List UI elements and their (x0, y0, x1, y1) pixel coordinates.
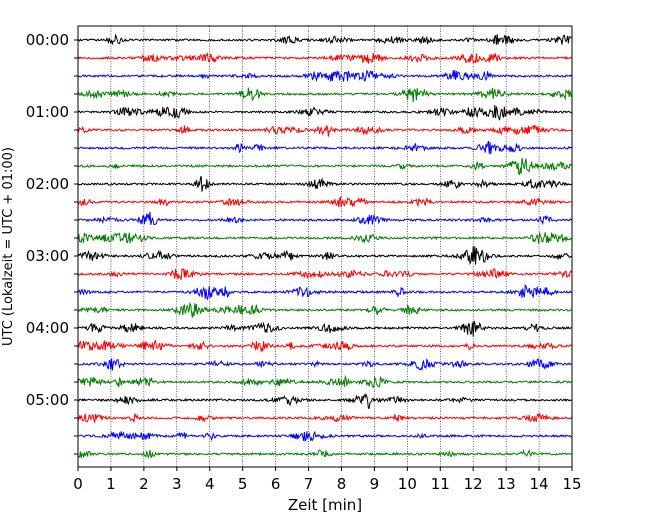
trace-line (77, 339, 573, 353)
trace-line (77, 320, 572, 337)
trace-lines (77, 33, 573, 459)
trace-line (77, 123, 572, 137)
x-tick-label: 5 (238, 475, 248, 493)
x-tick-label: 8 (337, 475, 347, 493)
trace-line (77, 357, 572, 372)
trace-line (77, 430, 572, 443)
x-tick-label: 6 (271, 475, 281, 493)
y-tick-label: 05:00 (26, 391, 69, 409)
x-tick-label: 15 (562, 475, 581, 493)
x-tick-label: 4 (205, 475, 215, 493)
trace-line (77, 284, 572, 302)
x-tick-label: 1 (106, 475, 116, 493)
y-tick-label: 03:00 (26, 247, 69, 265)
plot-frame (77, 25, 573, 468)
trace-line (77, 268, 573, 280)
x-axis-label: Zeit [min] (288, 496, 362, 514)
x-tick-label: 11 (431, 475, 450, 493)
trace-line (77, 141, 572, 155)
x-tick-label: 9 (370, 475, 380, 493)
trace-line (77, 33, 572, 46)
trace-line (77, 175, 572, 192)
y-axis-label: UTC (Lokalzeit = UTC + 01:00) (1, 147, 16, 346)
x-tick-label: 2 (139, 475, 149, 493)
trace-line (77, 196, 572, 208)
trace-line (77, 246, 572, 266)
x-tick-label: 12 (464, 475, 483, 493)
y-tick-label: 02:00 (26, 175, 69, 193)
trace-line (77, 392, 572, 409)
x-tick-label: 3 (172, 475, 182, 493)
x-tick-label: 10 (398, 475, 417, 493)
trace-line (77, 104, 572, 121)
trace-line (77, 374, 572, 389)
x-tick-label: 7 (304, 475, 314, 493)
y-tick-label: 00:00 (26, 31, 69, 49)
y-tick-label: 04:00 (26, 319, 69, 337)
trace-line (77, 232, 572, 244)
y-axis: 00:00 01:00 02:00 03:00 04:00 05:00 (26, 31, 78, 455)
trace-line (77, 87, 573, 102)
trace-line (77, 301, 572, 318)
x-tick-label: 13 (497, 475, 516, 493)
trace-line (77, 448, 572, 459)
trace-line (77, 69, 572, 82)
x-tick-label: 0 (73, 475, 83, 493)
y-tick-label: 01:00 (26, 103, 69, 121)
trace-line (77, 52, 572, 64)
vertical-gridlines (110, 26, 540, 467)
trace-line (77, 157, 572, 175)
x-tick-label: 14 (530, 475, 549, 493)
x-axis: 0 1 2 3 4 5 6 7 8 9 10 11 12 13 14 15 (73, 467, 582, 493)
trace-line (77, 412, 573, 424)
trace-line (77, 211, 572, 226)
